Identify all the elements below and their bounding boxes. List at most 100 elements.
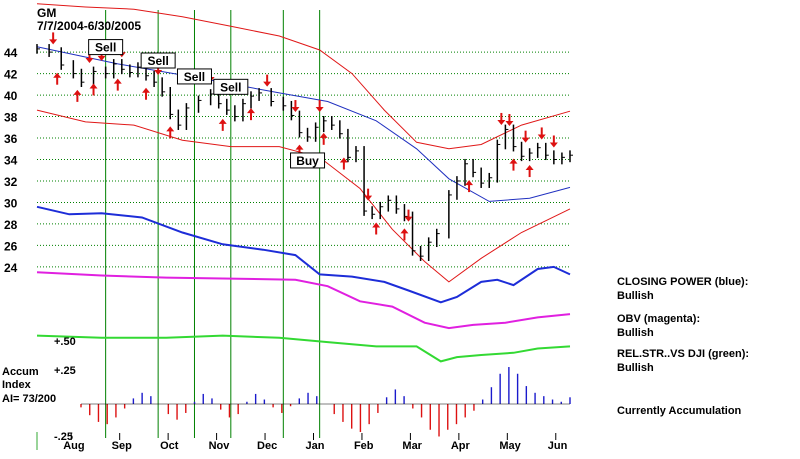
arrow-head bbox=[404, 216, 413, 222]
down-arrow-icon bbox=[505, 114, 514, 127]
obv-line bbox=[36, 271, 571, 330]
month-label: Aug bbox=[63, 440, 84, 452]
up-arrow-icon bbox=[509, 158, 518, 171]
arrow-head bbox=[505, 121, 514, 127]
upper-band-line bbox=[36, 3, 571, 150]
up-arrow-icon bbox=[218, 118, 227, 131]
signal-boxes: Sell Sell Sell Sell Buy bbox=[88, 39, 326, 169]
y-tick-label: 32 bbox=[4, 175, 18, 189]
arrow-head bbox=[263, 81, 272, 87]
signal-box-label: Sell bbox=[220, 80, 241, 94]
signal-box-label: Sell bbox=[147, 54, 168, 68]
accumulation-status: Currently Accumulation bbox=[617, 405, 742, 417]
closing-power-line bbox=[36, 205, 571, 304]
up-arrow-icon bbox=[319, 132, 328, 145]
arrow-head bbox=[400, 228, 409, 234]
arrow-head bbox=[339, 157, 348, 163]
down-arrow-icon bbox=[549, 135, 558, 148]
arrow-head bbox=[372, 222, 381, 228]
y-tick-label: 38 bbox=[4, 111, 18, 125]
up-arrow-icon bbox=[525, 165, 534, 178]
up-arrow-icon bbox=[465, 180, 474, 193]
arrow-head bbox=[89, 83, 98, 89]
up-arrow-icon bbox=[89, 83, 98, 96]
month-label: Oct bbox=[160, 440, 179, 452]
y-tick-label: 42 bbox=[4, 68, 18, 82]
signal-box-frame bbox=[88, 39, 124, 56]
up-arrow-icon bbox=[113, 78, 122, 91]
accum-label-3: AI= 73/200 bbox=[2, 393, 56, 405]
arrow-head bbox=[364, 195, 373, 201]
rel-strength-status: Bullish bbox=[617, 362, 654, 374]
arrow-head bbox=[537, 134, 546, 140]
down-arrow-icon bbox=[263, 74, 272, 87]
signal-arrows bbox=[49, 32, 558, 241]
rel-strength-title: REL.STR..VS DJI (green): bbox=[617, 348, 749, 360]
sell-signal-box: Sell bbox=[176, 68, 212, 85]
accum-label-2: Index bbox=[2, 379, 32, 391]
up-arrow-icon bbox=[247, 108, 256, 121]
arrow-head bbox=[85, 58, 94, 64]
y-tick-label: 34 bbox=[4, 154, 18, 168]
sell-signal-box: Sell bbox=[140, 52, 176, 69]
arrow-head bbox=[465, 180, 474, 186]
down-arrow-icon bbox=[497, 112, 506, 125]
up-arrow-icon bbox=[339, 157, 348, 170]
month-label: Feb bbox=[354, 440, 374, 452]
moving-average-line bbox=[36, 46, 571, 202]
month-label: Mar bbox=[402, 440, 422, 452]
axis-labels: 44 42 40 38 36 34 32 30 28 26 24 Aug Sep Oct Nov Dec Jan… bbox=[4, 46, 568, 452]
arrow-head bbox=[53, 72, 62, 78]
arrow-head bbox=[521, 137, 530, 143]
signal-box-label: Sell bbox=[184, 70, 205, 84]
down-arrow-icon bbox=[537, 127, 546, 140]
closing-power-title: CLOSING POWER (blue): bbox=[617, 276, 748, 288]
bollinger-bands bbox=[36, 3, 571, 283]
arrow-head bbox=[291, 107, 300, 113]
up-arrow-icon bbox=[53, 72, 62, 85]
arrow-head bbox=[218, 118, 227, 124]
arrow-head bbox=[73, 89, 82, 95]
signal-box-frame bbox=[140, 52, 176, 69]
arrow-head bbox=[295, 144, 304, 150]
closing-power-status: Bullish bbox=[617, 290, 654, 302]
up-arrow-icon bbox=[142, 87, 151, 100]
date-range-label: 7/7/2004-6/30/2005 bbox=[37, 19, 141, 33]
down-arrow-icon bbox=[291, 100, 300, 113]
arrow-head bbox=[113, 78, 122, 84]
signal-box-label: Buy bbox=[296, 154, 319, 168]
signal-box-label: Sell bbox=[95, 41, 116, 55]
arrow-head bbox=[247, 108, 256, 114]
month-label: Sep bbox=[112, 440, 132, 452]
rel-strength-line bbox=[36, 334, 571, 363]
y-tick-label: 26 bbox=[4, 239, 18, 253]
y-tick-label: 30 bbox=[4, 196, 18, 210]
arrow-head bbox=[319, 132, 328, 138]
obv-title: OBV (magenta): bbox=[617, 313, 700, 325]
arrow-head bbox=[154, 70, 163, 76]
arrow-head bbox=[142, 87, 151, 93]
arrow-head bbox=[166, 126, 175, 132]
arrow-head bbox=[525, 165, 534, 171]
signal-box-frame bbox=[176, 68, 212, 85]
arrow-head bbox=[315, 107, 324, 113]
arrow-head bbox=[497, 119, 506, 125]
accumulation-histogram bbox=[80, 367, 571, 437]
lower-band-line bbox=[36, 109, 571, 283]
sell-signal-box: Sell bbox=[88, 39, 124, 56]
y-tick-label: 28 bbox=[4, 218, 18, 232]
y-tick-label: 36 bbox=[4, 132, 18, 146]
down-arrow-icon bbox=[49, 32, 58, 45]
down-arrow-icon bbox=[364, 188, 373, 201]
month-label: Dec bbox=[257, 440, 277, 452]
up-arrow-icon bbox=[372, 222, 381, 235]
month-label: Nov bbox=[209, 440, 231, 452]
ticker-label: GM bbox=[37, 6, 56, 20]
indicator-lines bbox=[36, 205, 571, 363]
accum-upper-label: +.25 bbox=[54, 365, 76, 377]
y-tick-label: 40 bbox=[4, 89, 18, 103]
arrow-head bbox=[49, 39, 58, 45]
arrow-head bbox=[97, 55, 106, 61]
y-tick-label: 24 bbox=[4, 261, 18, 275]
